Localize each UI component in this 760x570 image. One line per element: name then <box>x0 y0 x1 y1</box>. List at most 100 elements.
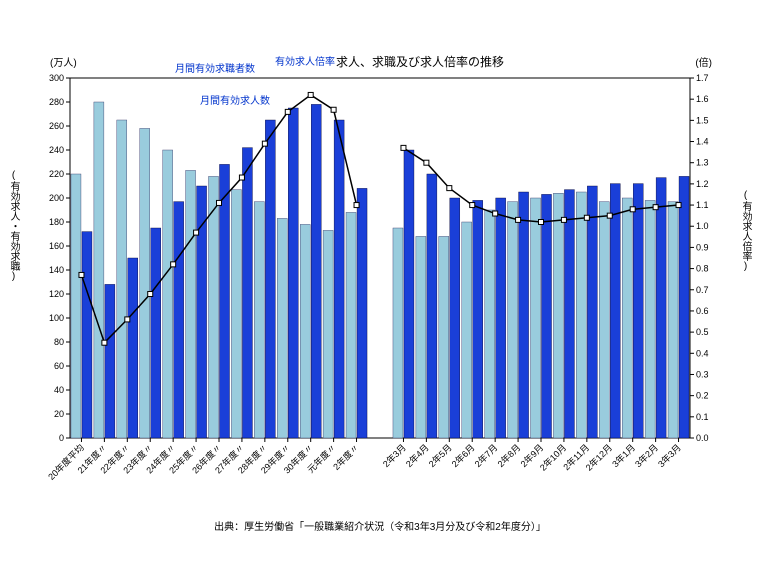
x-tick-label: 2年度〃 <box>331 442 361 472</box>
chart-svg: 0204060801001201401601802002202402602803… <box>0 0 760 570</box>
svg-text:220: 220 <box>49 169 64 179</box>
svg-text:0.3: 0.3 <box>696 369 709 379</box>
source-text: 出典：厚生労働省「一般職業紹介状況（令和3年3月分及び令和2年度分）」 <box>214 520 546 533</box>
line-marker <box>308 92 313 97</box>
line-marker <box>171 262 176 267</box>
bar-job-seekers <box>485 210 495 438</box>
bar-job-openings <box>587 186 597 438</box>
bar-job-seekers <box>462 222 472 438</box>
bar-job-seekers <box>508 202 518 438</box>
bar-job-seekers <box>576 192 586 438</box>
line-marker <box>239 175 244 180</box>
bar-job-seekers <box>254 202 264 438</box>
bar-job-openings <box>128 258 138 438</box>
bar-job-seekers <box>94 102 104 438</box>
line-marker <box>630 207 635 212</box>
chart-title: 求人、求職及び求人倍率の推移 <box>336 54 504 69</box>
line-marker <box>262 141 267 146</box>
line-marker <box>102 340 107 345</box>
svg-text:1.6: 1.6 <box>696 94 709 104</box>
bar-job-openings <box>610 184 620 438</box>
x-tick-label: 3年3月 <box>655 442 683 470</box>
x-tick-label: 2年5月 <box>426 442 454 470</box>
bar-job-seekers <box>231 190 241 438</box>
bar-job-openings <box>334 120 344 438</box>
svg-text:180: 180 <box>49 217 64 227</box>
svg-text:20: 20 <box>54 409 64 419</box>
line-marker <box>516 217 521 222</box>
svg-text:0.0: 0.0 <box>696 433 709 443</box>
svg-text:0.8: 0.8 <box>696 264 709 274</box>
line-marker <box>607 213 612 218</box>
bar-job-seekers <box>553 193 563 438</box>
svg-text:0.7: 0.7 <box>696 285 709 295</box>
svg-text:0.5: 0.5 <box>696 327 709 337</box>
line-marker <box>447 186 452 191</box>
bar-job-openings <box>174 202 184 438</box>
svg-text:280: 280 <box>49 97 64 107</box>
bar-job-seekers <box>323 230 333 438</box>
bar-job-seekers <box>668 202 678 438</box>
bar-job-seekers <box>439 236 449 438</box>
x-tick-label: 2年8月 <box>495 442 523 470</box>
svg-text:140: 140 <box>49 265 64 275</box>
bar-job-openings <box>633 184 643 438</box>
bar-job-openings <box>151 228 161 438</box>
line-marker <box>125 317 130 322</box>
line-marker <box>148 292 153 297</box>
bar-job-openings <box>197 186 207 438</box>
bar-job-seekers <box>416 236 426 438</box>
bar-job-openings <box>427 174 437 438</box>
bar-job-openings <box>288 108 298 438</box>
bar-job-seekers <box>645 200 655 438</box>
bar-job-seekers <box>140 128 150 438</box>
chart-container: 0204060801001201401601802002202402602803… <box>0 0 760 570</box>
x-tick-label: 2年3月 <box>380 442 408 470</box>
line-marker <box>285 109 290 114</box>
bar-job-openings <box>105 284 115 438</box>
annotation-label: 月間有効求人数 <box>200 94 270 107</box>
line-marker <box>424 160 429 165</box>
line-marker <box>676 203 681 208</box>
svg-text:160: 160 <box>49 241 64 251</box>
svg-text:1.2: 1.2 <box>696 179 709 189</box>
bar-job-openings <box>450 198 460 438</box>
line-marker <box>79 272 84 277</box>
bar-job-openings <box>679 176 689 438</box>
svg-text:40: 40 <box>54 385 64 395</box>
x-tick-label: 3年2月 <box>632 442 660 470</box>
y-left-side-label: (有効求人・有効求職) <box>6 170 21 282</box>
bar-job-openings <box>242 148 252 438</box>
line-marker <box>217 200 222 205</box>
bar-job-seekers <box>117 120 127 438</box>
bar-job-seekers <box>163 150 173 438</box>
svg-text:60: 60 <box>54 361 64 371</box>
bar-job-seekers <box>277 218 287 438</box>
bar-job-openings <box>564 190 574 438</box>
bar-job-openings <box>519 192 529 438</box>
bar-job-seekers <box>186 170 196 438</box>
svg-text:0.2: 0.2 <box>696 391 709 401</box>
svg-text:0.4: 0.4 <box>696 348 709 358</box>
bar-job-seekers <box>599 202 609 438</box>
svg-text:0: 0 <box>59 433 64 443</box>
svg-text:0.6: 0.6 <box>696 306 709 316</box>
line-marker <box>539 220 544 225</box>
bar-job-openings <box>542 194 552 438</box>
y-left-label-top: (万人) <box>50 57 77 69</box>
bar-job-seekers <box>71 174 81 438</box>
svg-text:300: 300 <box>49 73 64 83</box>
line-marker <box>561 217 566 222</box>
svg-text:0.1: 0.1 <box>696 412 709 422</box>
bar-job-openings <box>357 188 367 438</box>
bar-job-seekers <box>300 224 310 438</box>
line-marker <box>401 145 406 150</box>
svg-text:80: 80 <box>54 337 64 347</box>
line-marker <box>493 211 498 216</box>
line-marker <box>470 203 475 208</box>
svg-text:1.4: 1.4 <box>696 137 709 147</box>
x-tick-label: 2年6月 <box>449 442 477 470</box>
bar-job-openings <box>656 178 666 438</box>
bar-job-openings <box>265 120 275 438</box>
bar-job-openings <box>473 200 483 438</box>
